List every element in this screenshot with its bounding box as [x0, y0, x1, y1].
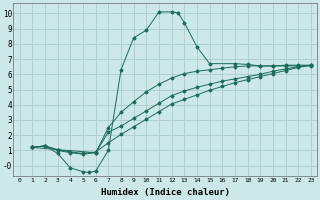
X-axis label: Humidex (Indice chaleur): Humidex (Indice chaleur) [101, 188, 230, 197]
